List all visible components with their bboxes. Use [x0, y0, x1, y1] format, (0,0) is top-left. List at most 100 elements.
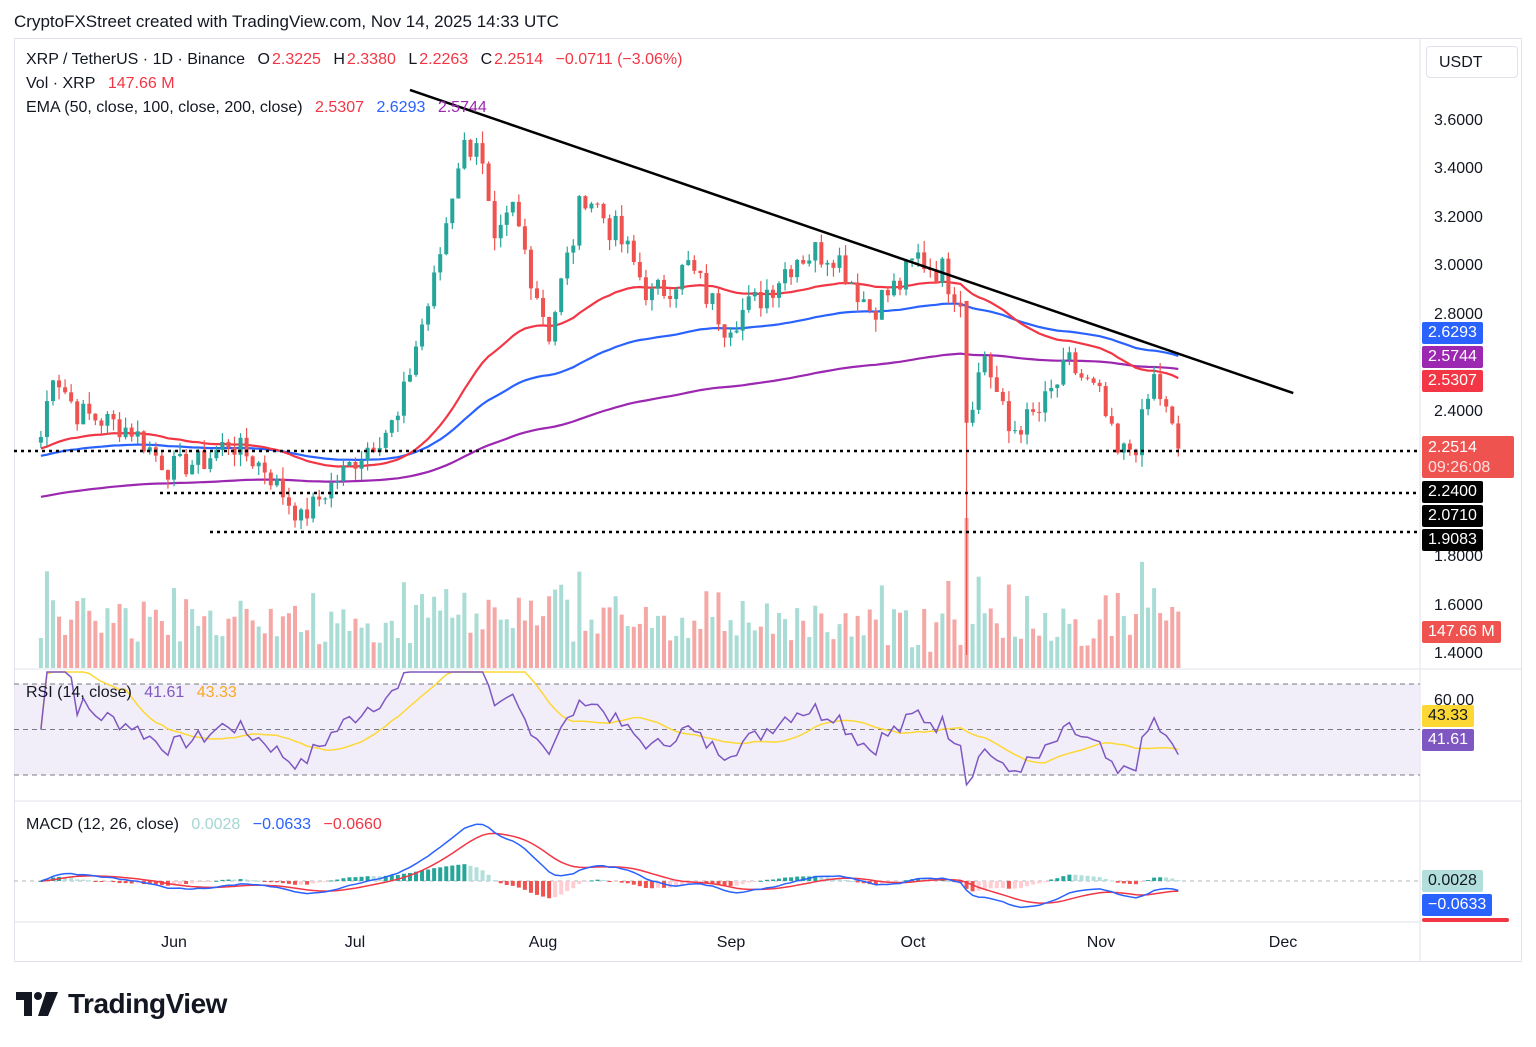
volume-bar: [849, 636, 854, 668]
volume-bar: [789, 640, 794, 668]
candle-body: [1079, 373, 1084, 378]
volume-bar: [734, 635, 739, 668]
change-value: −0.0711 (−3.06%): [555, 51, 683, 68]
candle-body: [855, 282, 860, 303]
volume-bar: [492, 607, 497, 668]
rsi-value: 41.61: [144, 684, 185, 701]
macd-hist-bar: [783, 877, 788, 881]
macd-hist-bar: [389, 875, 394, 881]
macd-hist-bar: [976, 881, 981, 891]
volume-bar: [105, 608, 110, 668]
volume-bar: [129, 638, 134, 668]
candle-body: [964, 300, 969, 423]
volume-bar: [1097, 619, 1102, 668]
macd-hist-bar: [916, 878, 921, 881]
volume-bar: [607, 607, 612, 668]
macd-hist-bar: [988, 881, 993, 889]
volume-bar: [994, 623, 999, 668]
volume-label[interactable]: Vol · XRP: [26, 75, 96, 92]
descending-trendline: [409, 88, 1294, 395]
candle-body: [256, 462, 261, 467]
candle-body: [75, 401, 80, 425]
candle-body: [389, 420, 394, 433]
macd-hist-bar: [238, 879, 243, 881]
volume-bar: [81, 598, 86, 668]
candle-body: [432, 272, 437, 307]
volume-bar: [722, 631, 727, 668]
macd-hist-bar: [256, 880, 261, 882]
volume-bar: [401, 582, 406, 668]
ema50-value: 2.5307: [315, 99, 364, 116]
candle-body: [565, 252, 570, 279]
ema-label[interactable]: EMA (50, close, 100, close, 200, close): [26, 99, 303, 116]
macd-hist-bar: [789, 877, 794, 881]
volume-bar: [280, 616, 285, 668]
candle-body: [474, 143, 479, 157]
macd-hist-bar: [323, 881, 328, 882]
volume-bar: [498, 619, 503, 668]
macd-hist-bar: [994, 881, 999, 889]
candle-body: [1170, 406, 1175, 424]
macd-hist-bar: [964, 881, 969, 889]
price-tick: 3.0000: [1434, 257, 1483, 274]
macd-hist-bar: [492, 880, 497, 882]
symbol-label[interactable]: XRP / TetherUS · 1D · Binance: [26, 51, 246, 68]
rsi-ma-value: 43.33: [196, 684, 237, 701]
volume-bar: [63, 634, 68, 668]
volume-bar: [1073, 619, 1078, 668]
macd-hist-bar: [129, 881, 134, 884]
volume-bar: [522, 620, 527, 668]
macd-hist-bar: [801, 876, 806, 881]
last-price-badge: 2.2514 09:26:08: [1422, 436, 1514, 478]
volume-bar: [541, 616, 546, 668]
macd-hist-bar: [541, 881, 546, 897]
candle-body: [668, 296, 673, 300]
volume-bar: [486, 599, 491, 668]
macd-hist-bar: [1127, 881, 1132, 884]
candle-body: [305, 509, 310, 519]
macd-hist-bar: [1073, 874, 1078, 881]
volume-bar: [1127, 634, 1132, 668]
macd-hist-bar: [365, 876, 370, 881]
volume-bar: [462, 592, 467, 668]
macd-hist-bar: [99, 881, 104, 882]
macd-hist-bar: [153, 881, 158, 885]
rsi-label[interactable]: RSI (14, close): [26, 684, 132, 701]
volume-bar: [286, 613, 291, 668]
macd-hist-bar: [395, 875, 400, 881]
volume-bar: [613, 596, 618, 668]
currency-selector[interactable]: USDT: [1426, 46, 1518, 78]
volume-bar: [625, 625, 630, 668]
candle-body: [916, 252, 921, 259]
candle-body: [510, 201, 515, 213]
candle-body: [904, 260, 909, 290]
candle-body: [752, 291, 757, 297]
candle-body: [365, 447, 370, 461]
volume-bar: [165, 634, 170, 668]
volume-bar: [577, 571, 582, 668]
candle-body: [87, 403, 92, 414]
candle-body: [746, 296, 751, 310]
volume-bar: [220, 636, 225, 668]
candle-body: [704, 273, 709, 304]
month-sep: Sep: [716, 934, 746, 951]
tradingview-logo[interactable]: TradingView: [16, 988, 227, 1020]
macd-hist-bar: [202, 881, 207, 883]
volume-bar: [758, 626, 763, 668]
macd-hist-bar: [81, 879, 86, 881]
macd-label[interactable]: MACD (12, 26, close): [26, 816, 179, 833]
macd-hist-bar: [1158, 877, 1163, 881]
tradingview-logo-icon: [16, 992, 58, 1016]
volume-bar: [952, 619, 957, 668]
macd-hist-bar: [668, 881, 673, 888]
volume-bar: [843, 613, 848, 668]
macd-hist-bar: [268, 881, 273, 883]
volume-bar: [202, 616, 207, 668]
candle-body: [571, 245, 576, 253]
macd-pane: [14, 823, 1420, 909]
volume-bar: [764, 603, 769, 668]
macd-hist-bar: [383, 875, 388, 881]
macd-hist-bar: [420, 870, 425, 881]
candle-body: [541, 298, 546, 317]
